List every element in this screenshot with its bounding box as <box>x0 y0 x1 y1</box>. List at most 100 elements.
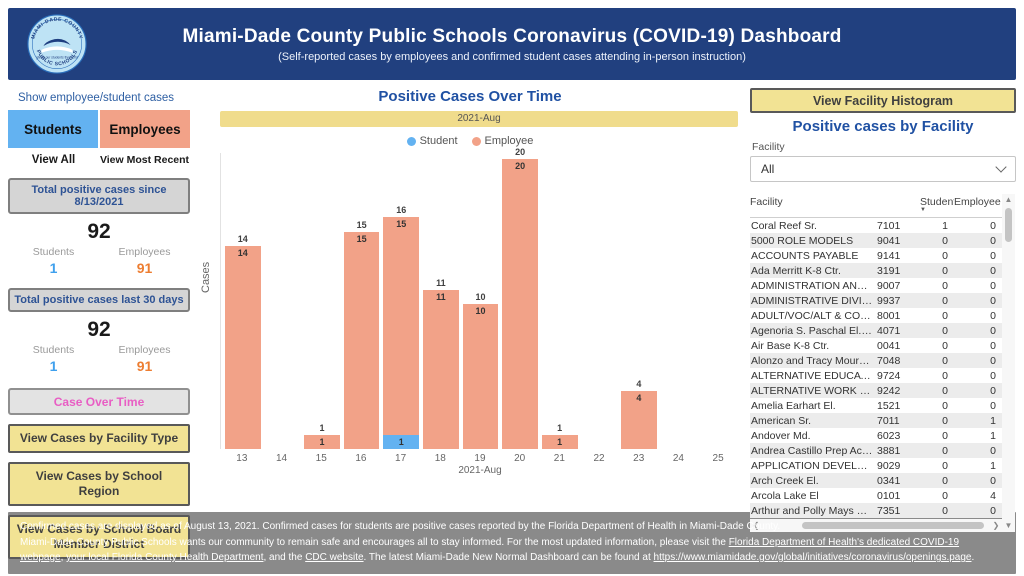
scroll-down-icon[interactable]: ▼ <box>1004 521 1013 530</box>
bar-stack: 10 <box>462 304 499 449</box>
bar-plot: 14 14 1 1 15 15 16 15 1 11 11 10 10 20 20 1 1 4 4 <box>220 147 740 449</box>
column-header-student[interactable]: Student ▼ <box>920 196 954 213</box>
stat-since-total: 92 <box>87 220 111 243</box>
students-filter-button[interactable]: Students <box>8 110 98 148</box>
table-row[interactable]: APPLICATION DEVELOPME...9029 0 1 <box>750 458 1002 473</box>
table-cell: Arcola Lake El <box>751 489 819 502</box>
bar-slot[interactable]: 16 15 1 <box>381 205 421 449</box>
table-cell: American Sr. <box>751 414 812 427</box>
student-bar-segment[interactable]: 1 <box>383 434 420 449</box>
footer-link[interactable]: https://www.miamidade.gov/global/initiat… <box>653 552 972 563</box>
chevron-down-icon <box>995 161 1007 173</box>
sidebar-heading: Show employee/student cases <box>18 92 174 104</box>
filter-funnel-icon[interactable]: ▼ <box>920 207 926 213</box>
bar-slot[interactable]: 10 10 <box>461 292 501 449</box>
view-cases-by-school-board-button[interactable]: View Cases by School Board Member Distri… <box>8 515 190 559</box>
table-row[interactable]: American Sr. 7011 0 1 <box>750 413 1002 428</box>
employee-bar-segment[interactable]: 1 <box>541 434 578 449</box>
view-all-option[interactable]: View All <box>31 154 76 166</box>
bar-slot[interactable]: 14 14 <box>223 234 263 449</box>
footer-link[interactable]: your local Florida County Health Departm… <box>66 552 264 563</box>
table-cell: Coral Reef Sr. <box>751 219 817 232</box>
bar-slot[interactable]: 20 20 <box>500 147 540 449</box>
bar-slot[interactable]: 15 15 <box>342 220 382 449</box>
scroll-left-icon[interactable]: ❮ <box>752 521 760 530</box>
x-axis-tick: 13 <box>236 453 248 464</box>
legend-item-student[interactable]: Student <box>406 135 458 147</box>
students-count: 1 <box>49 358 58 374</box>
table-cell: 0 <box>942 504 948 517</box>
legend-item-employee[interactable]: Employee <box>471 135 533 147</box>
table-row[interactable]: 5000 ROLE MODELS 9041 0 0 <box>750 233 1002 248</box>
scroll-up-icon[interactable]: ▲ <box>1004 195 1013 204</box>
footer-link[interactable]: CDC website <box>305 552 364 563</box>
bar-slot[interactable]: 11 11 <box>421 278 461 449</box>
table-cell: Amelia Earhart El. <box>751 399 836 412</box>
table-row[interactable]: ACCOUNTS PAYABLE 9141 0 0 <box>750 248 1002 263</box>
table-cell: 0 <box>990 234 996 247</box>
footer-text: Confirmed cases are displayed as of Augu… <box>20 519 1004 566</box>
district-logo-icon: MIAMI-DADE COUNTY PUBLIC SCHOOLS giving … <box>27 14 87 74</box>
facility-dropdown[interactable]: All <box>750 156 1016 182</box>
horizontal-scroll-thumb[interactable] <box>802 522 984 529</box>
period-banner[interactable]: 2021-Aug <box>220 111 738 127</box>
bar-total-label: 16 <box>396 205 407 215</box>
chart-legend: Student Employee <box>200 135 740 147</box>
employee-bar-segment[interactable]: 4 <box>621 391 657 449</box>
table-row[interactable]: Andrea Castillo Prep Acad... 3881 0 0 <box>750 443 1002 458</box>
table-row[interactable]: Arch Creek El. 0341 0 0 <box>750 473 1002 488</box>
employee-bar-segment[interactable]: 1 <box>304 434 340 449</box>
view-facility-histogram-button[interactable]: View Facility Histogram <box>750 88 1016 113</box>
employee-bar-segment[interactable]: 10 <box>462 304 499 449</box>
table-row[interactable]: Coral Reef Sr. 7101 1 0 <box>750 218 1002 233</box>
table-row[interactable]: ADULT/VOC/ALT & COM... 8001 0 0 <box>750 308 1002 323</box>
table-row[interactable]: ADMINISTRATIVE DIVISION 9937 0 0 <box>750 293 1002 308</box>
employee-bar-segment[interactable]: 20 <box>502 159 538 449</box>
bar-value-label: 1 <box>319 436 325 447</box>
table-cell: 9937 <box>877 294 901 307</box>
table-row[interactable]: Arthur and Polly Mays Con... 7351 0 0 <box>750 503 1002 518</box>
table-cell: 0101 <box>877 489 901 502</box>
table-row[interactable]: Arcola Lake El 0101 0 4 <box>750 488 1002 503</box>
employee-bar-segment[interactable]: 14 <box>224 246 261 449</box>
column-header-employee[interactable]: Employee <box>954 196 1001 208</box>
bar-stack: 20 <box>502 159 538 449</box>
table-row[interactable]: Agenoria S. Paschal El. /Oli... 4071 0 0 <box>750 323 1002 338</box>
table-row[interactable]: ADMINISTRATION AND C... 9007 0 0 <box>750 278 1002 293</box>
employees-filter-button[interactable]: Employees <box>100 110 190 148</box>
employee-bar-segment[interactable]: 15 <box>383 217 420 435</box>
table-row[interactable]: Amelia Earhart El. 1521 0 0 <box>750 398 1002 413</box>
table-row[interactable]: ALTERNATIVE EDUCATION 9724 0 0 <box>750 368 1002 383</box>
employee-bar-segment[interactable]: 11 <box>423 289 459 449</box>
employee-bar-segment[interactable]: 15 <box>343 231 380 449</box>
sidebar: Show employee/student cases Students Emp… <box>8 88 190 559</box>
table-cell: 8001 <box>877 309 901 322</box>
table-cell: Arthur and Polly Mays Con... <box>751 504 876 517</box>
table-row[interactable]: Ada Merritt K-8 Ctr. 3191 0 0 <box>750 263 1002 278</box>
scroll-right-icon[interactable]: ❯ <box>992 521 1000 530</box>
vertical-scrollbar[interactable]: ▲ ▼ <box>1002 194 1015 532</box>
column-header-facility[interactable]: Facility <box>750 196 783 208</box>
case-over-time-button[interactable]: Case Over Time <box>8 388 190 415</box>
bar-stack: 15 1 <box>383 217 420 449</box>
table-row[interactable]: Alonzo and Tracy Mournin... 7048 0 0 <box>750 353 1002 368</box>
vertical-scroll-thumb[interactable] <box>1005 208 1012 242</box>
bar-total-label: 14 <box>237 234 248 244</box>
view-cases-by-school-region-button[interactable]: View Cases by School Region <box>8 462 190 506</box>
footer-link[interactable]: Florida Department of Health's dedicated… <box>20 536 960 564</box>
footer-segment: . The latest Miami-Dade New Normal Dashb… <box>363 552 654 563</box>
horizontal-scrollbar[interactable]: ❮ ❯ <box>750 519 1002 532</box>
table-row[interactable]: ALTERNATIVE WORK SCHE...9242 0 0 <box>750 383 1002 398</box>
x-axis-tick: 15 <box>315 453 327 464</box>
page-title: Miami-Dade County Public Schools Coronav… <box>182 25 842 47</box>
table-row[interactable]: Andover Md. 6023 0 1 <box>750 428 1002 443</box>
table-row[interactable]: Air Base K-8 Ctr. 0041 0 0 <box>750 338 1002 353</box>
table-cell: 0 <box>990 504 996 517</box>
view-cases-by-facility-type-button[interactable]: View Cases by Facility Type <box>8 424 190 453</box>
x-axis-tick: 21 <box>553 453 565 464</box>
x-axis-month-label: 2021-Aug <box>458 465 502 476</box>
view-most-recent-option[interactable]: View Most Recent <box>99 154 190 166</box>
